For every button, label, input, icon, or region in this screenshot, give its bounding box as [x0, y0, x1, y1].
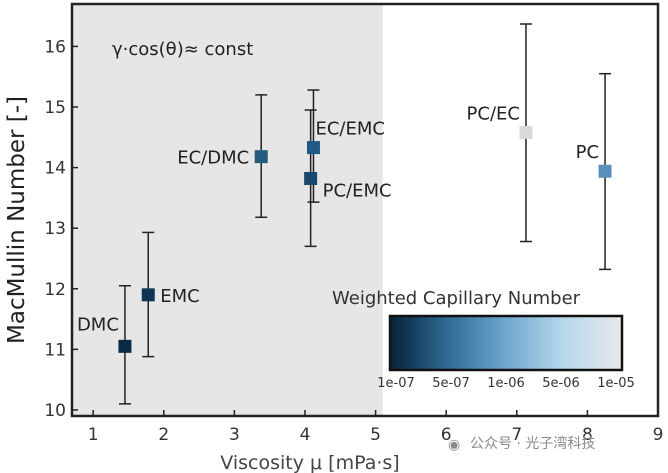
colorbar-tick-label: 5e-06 — [542, 376, 580, 391]
x-tick-label: 7 — [511, 425, 522, 445]
shaded-region — [72, 4, 383, 416]
point-label: EMC — [160, 286, 199, 307]
point-label: EC/EMC — [315, 119, 384, 140]
y-axis-title: MacMullin Number [-] — [4, 96, 30, 344]
x-tick-label: 1 — [88, 425, 99, 445]
colorbar-tick-label: 1e-07 — [377, 376, 415, 391]
data-point — [304, 171, 318, 185]
data-point — [141, 288, 155, 302]
colorbar-title: Weighted Capillary Number — [332, 288, 581, 309]
data-point — [519, 125, 533, 139]
point-label: PC — [576, 142, 599, 163]
point-label: PC/EMC — [323, 180, 392, 201]
plot-frame — [70, 2, 660, 418]
y-tick-label: 11 — [44, 340, 66, 360]
data-point — [306, 141, 320, 155]
colorbar-tick-label: 1e-06 — [487, 376, 525, 391]
colorbar — [388, 314, 624, 372]
x-tick-label: 8 — [582, 425, 593, 445]
y-tick-label: 10 — [44, 401, 66, 421]
x-tick-label: 4 — [300, 425, 311, 445]
y-tick-label: 16 — [44, 37, 66, 57]
x-axis-title: Viscosity μ [mPa·s] — [220, 452, 399, 473]
y-tick-label: 15 — [44, 98, 66, 118]
x-tick-label: 5 — [370, 425, 381, 445]
watermark: 公众号 · 光子湾科技 — [470, 435, 595, 452]
x-tick-label: 3 — [229, 425, 240, 445]
data-point — [118, 339, 132, 353]
point-label: DMC — [77, 314, 119, 335]
x-tick-label: 6 — [441, 425, 452, 445]
chart-annotation: γ·cos(θ)≈ const — [112, 39, 253, 60]
data-point — [598, 164, 612, 178]
y-tick-label: 14 — [44, 159, 66, 179]
y-tick-label: 13 — [44, 219, 66, 239]
point-label: EC/DMC — [177, 148, 249, 169]
colorbar-tick-label: 5e-07 — [432, 376, 470, 391]
y-tick-label: 12 — [44, 280, 66, 300]
wechat-icon: ◉ — [448, 437, 460, 453]
x-tick-label: 2 — [158, 425, 169, 445]
colorbar-tick-label: 1e-05 — [597, 376, 635, 391]
data-point — [254, 150, 268, 164]
x-tick-label: 9 — [653, 425, 664, 445]
point-label: PC/EC — [467, 103, 520, 124]
